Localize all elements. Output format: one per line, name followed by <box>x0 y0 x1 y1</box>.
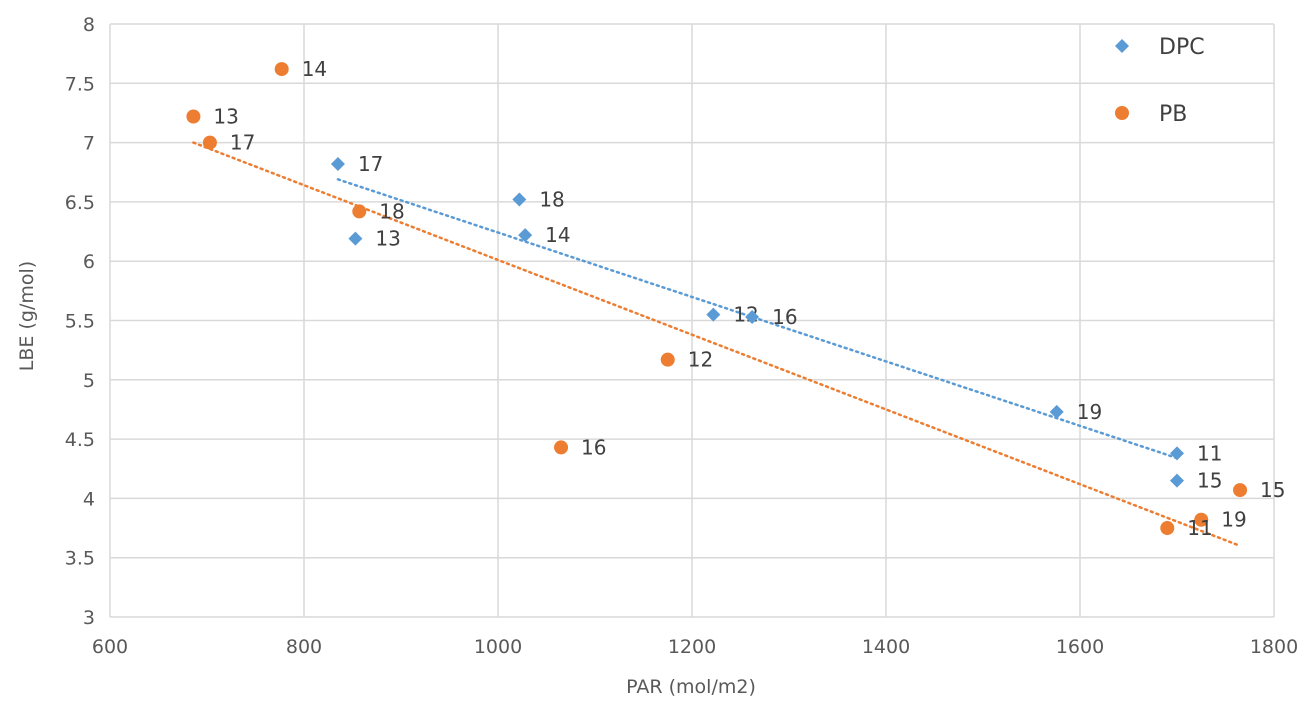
x-tick-label: 800 <box>286 636 322 658</box>
y-tick-label: 6 <box>83 251 95 273</box>
dpc-data-label: 13 <box>375 227 400 251</box>
dpc-point <box>706 307 721 322</box>
pb-point <box>186 109 201 124</box>
dpc-data-label: 15 <box>1197 469 1222 493</box>
x-tick-label: 600 <box>92 636 128 658</box>
legend-marker-pb <box>1115 106 1129 120</box>
pb-trendline <box>192 141 1242 548</box>
dpc-point <box>518 228 533 243</box>
grid-layer <box>109 23 1275 618</box>
y-tick-label: 3.5 <box>65 548 95 570</box>
y-axis-title: LBE (g/mol) <box>16 261 38 371</box>
pb-point <box>352 204 367 219</box>
x-tick-label: 1400 <box>862 636 910 658</box>
legend-marker-dpc <box>1115 39 1129 53</box>
pb-point <box>1194 512 1209 527</box>
dpc-data-label: 11 <box>1197 441 1222 465</box>
y-tick-label: 6.5 <box>65 192 95 214</box>
legend: DPC PB <box>1115 35 1205 127</box>
y-tick-label: 3 <box>83 607 95 629</box>
trendline-layer <box>192 141 1242 548</box>
y-tick-label: 5 <box>83 370 95 392</box>
pb-data-label: 15 <box>1260 478 1285 502</box>
dpc-data-label: 17 <box>358 152 383 176</box>
x-tick-label: 1600 <box>1056 636 1104 658</box>
y-tick-label: 5.5 <box>65 311 95 333</box>
y-tick-label: 7.5 <box>65 73 95 95</box>
dpc-point <box>512 192 527 207</box>
x-axis-title: PAR (mol/m2) <box>626 676 756 698</box>
pb-data-label: 19 <box>1221 508 1246 532</box>
pb-data-label: 11 <box>1187 516 1212 540</box>
dpc-data-label: 16 <box>772 305 797 329</box>
dpc-trendline <box>336 178 1179 460</box>
legend-label-pb: PB <box>1159 102 1187 127</box>
y-tick-label: 4 <box>83 488 95 510</box>
pb-data-label: 17 <box>230 131 255 155</box>
dpc-point <box>1170 473 1184 488</box>
pb-point <box>274 62 289 77</box>
dpc-data-label: 19 <box>1077 400 1102 424</box>
x-tick-label: 1000 <box>474 636 522 658</box>
y-tick-label: 7 <box>83 133 95 155</box>
y-tick-label: 8 <box>83 14 95 36</box>
pb-data-label: 13 <box>213 105 238 129</box>
pb-data-label: 14 <box>302 57 327 81</box>
legend-label-dpc: DPC <box>1159 35 1205 60</box>
x-tick-label: 1800 <box>1250 636 1298 658</box>
y-tick-label: 4.5 <box>65 429 95 451</box>
pb-data-label: 18 <box>379 199 404 223</box>
pb-data-label: 16 <box>581 435 606 459</box>
pb-point <box>202 135 217 150</box>
dpc-point <box>330 156 345 171</box>
pb-point <box>660 352 675 367</box>
pb-point <box>1160 521 1175 536</box>
pb-point <box>1233 483 1248 498</box>
pb-point <box>554 440 569 455</box>
dpc-data-label: 18 <box>539 188 564 212</box>
dpc-data-label: 14 <box>545 223 570 247</box>
pb-data-label: 12 <box>688 348 713 372</box>
dpc-point <box>1049 404 1064 419</box>
dpc-point <box>1170 446 1184 461</box>
x-tick-label: 1200 <box>668 636 716 658</box>
dpc-point <box>745 309 760 324</box>
dpc-point <box>348 231 363 246</box>
tick-layer: 3 3.5 4 4.5 5 5.5 6 6.5 7 7.5 8 600 800 1000 1200 1400 1… <box>65 14 1298 658</box>
